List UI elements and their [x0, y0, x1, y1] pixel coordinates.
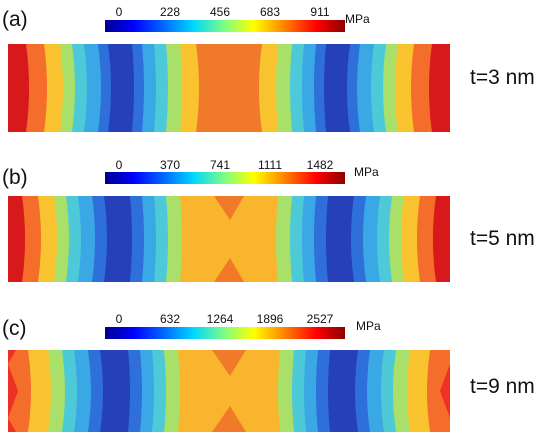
- stress-field-c: [8, 350, 450, 432]
- panel-label: (b): [2, 166, 28, 189]
- colorbar-tick: 0: [115, 158, 123, 172]
- panel-label: (c): [2, 317, 27, 340]
- colorbar-ticks: 0 370 741 1111 1482: [100, 158, 350, 174]
- colorbar-tick: 370: [159, 158, 181, 172]
- colorbar: [105, 172, 345, 184]
- colorbar-tick: 456: [209, 5, 231, 19]
- colorbar-unit: MPa: [345, 12, 370, 26]
- colorbar-tick: 0: [115, 312, 123, 326]
- colorbar-tick: 2527: [306, 312, 334, 326]
- stress-field-a: [8, 44, 450, 132]
- colorbar-tick: 1264: [206, 312, 234, 326]
- panel-b: (b) 0 370 741 1111 1482 MPa t=5: [0, 150, 550, 295]
- colorbar: [105, 20, 345, 32]
- colorbar: [105, 327, 345, 339]
- colorbar-tick: 228: [159, 5, 181, 19]
- colorbar-ticks: 0 632 1264 1896 2527: [100, 312, 350, 328]
- colorbar-tick: 683: [259, 5, 281, 19]
- colorbar-tick: 1111: [257, 158, 283, 172]
- thickness-label: t=9 nm: [470, 375, 535, 398]
- colorbar-unit: MPa: [354, 165, 379, 179]
- stress-field-b: [8, 196, 450, 282]
- colorbar-tick: 1896: [256, 312, 284, 326]
- colorbar-tick: 632: [159, 312, 181, 326]
- thickness-label: t=5 nm: [470, 227, 535, 250]
- colorbar-ticks: 0 228 456 683 911: [100, 5, 350, 21]
- thickness-label: t=3 nm: [470, 66, 535, 89]
- panel-a: (a) 0 228 456 683 911 MPa t=3 nm: [0, 0, 550, 145]
- colorbar-unit: MPa: [356, 319, 381, 333]
- colorbar-tick: 911: [310, 5, 330, 19]
- colorbar-tick: 1482: [306, 158, 334, 172]
- panel-label: (a): [2, 8, 28, 31]
- panel-c: (c) 0 632 1264 1896 2527 MPa: [0, 305, 550, 445]
- colorbar-tick: 741: [209, 158, 231, 172]
- colorbar-tick: 0: [115, 5, 123, 19]
